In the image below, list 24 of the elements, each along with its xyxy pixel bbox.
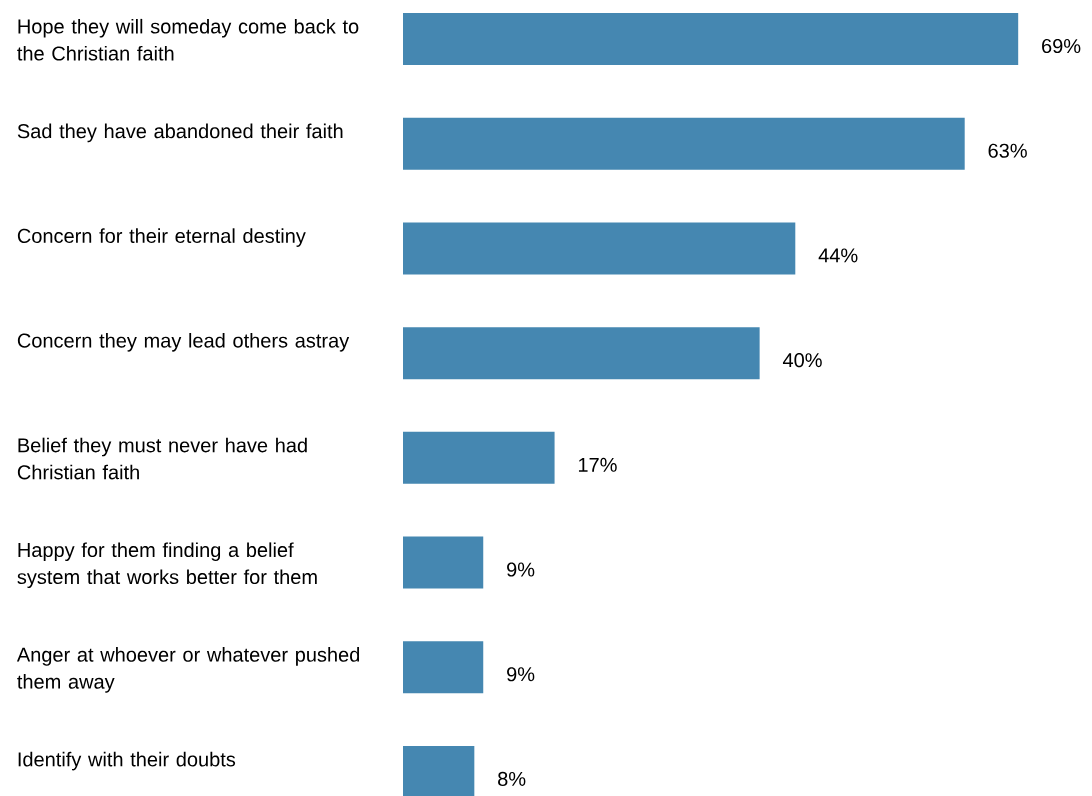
y-tick-label: Concern for their eternal destiny bbox=[17, 228, 306, 247]
data-label: 69% bbox=[1042, 38, 1081, 54]
y-tick-label: Happy for them finding a belief system that works better for them bbox=[17, 542, 317, 589]
y-tick-label: Concern they may lead others astray bbox=[17, 332, 350, 352]
bar bbox=[403, 13, 1019, 66]
data-label: 9% bbox=[507, 667, 535, 682]
bar bbox=[403, 431, 555, 484]
bar bbox=[403, 745, 475, 796]
data-label: 9% bbox=[507, 562, 535, 577]
data-label: 40% bbox=[782, 353, 822, 368]
y-tick-label: Sad they have abandoned their faith bbox=[17, 123, 343, 143]
bar bbox=[403, 536, 484, 589]
data-label: 8% bbox=[498, 771, 526, 787]
y-tick-label: Anger at whoever or whatever pushed them away bbox=[16, 647, 360, 693]
data-label: 44% bbox=[818, 248, 858, 263]
bar bbox=[403, 327, 760, 380]
y-tick-label: Hope they will someday come back to the Christian faith bbox=[17, 18, 359, 61]
bar bbox=[403, 117, 965, 170]
y-tick-label: Belief they must never have had Christian faith bbox=[17, 437, 307, 480]
bar bbox=[403, 641, 484, 694]
y-tick-label: Identify with their doubts bbox=[18, 751, 236, 771]
data-label: 63% bbox=[988, 143, 1027, 158]
bar bbox=[403, 222, 796, 275]
data-label: 17% bbox=[578, 457, 617, 472]
